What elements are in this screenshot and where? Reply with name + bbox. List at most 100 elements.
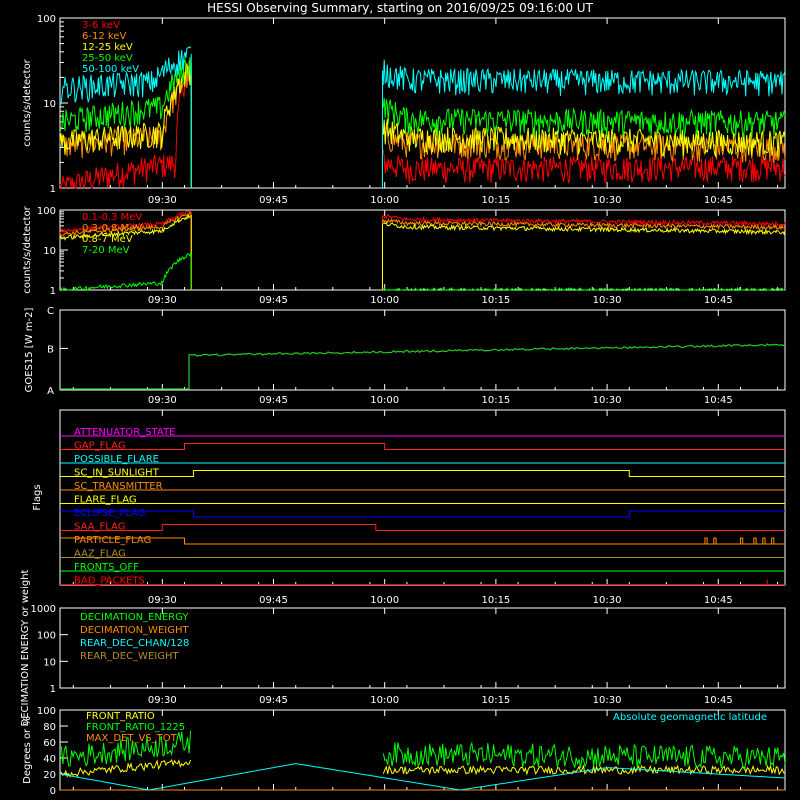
goes-ytick-label: C	[47, 306, 54, 317]
decimation-legend-1: DECIMATION_WEIGHT	[80, 625, 189, 636]
decimation-xtick-label: 10:15	[481, 695, 510, 706]
decimation-frame	[59, 607, 786, 689]
hi_energy-legend-1: 0.3-0.8 MeV	[82, 223, 142, 234]
goes-ylabel: GOES15 [W m-2]	[24, 308, 35, 393]
lo_energy-xtick-label: 09:30	[148, 195, 177, 206]
decimation-legend-2: REAR_DEC_CHAN/128	[80, 638, 189, 649]
ratios-legend-2: MAX_DET_VS_TOT	[86, 733, 178, 744]
hi_energy-legend-2: 0.8-7 MeV	[82, 234, 133, 245]
lo_energy-ytick-label: 1	[50, 184, 56, 195]
ratios-ytick-label: 80	[43, 722, 56, 733]
hi_energy-xtick-label: 09:30	[148, 295, 177, 306]
goes-ytick-label: B	[47, 344, 54, 355]
lo_energy-series-3	[59, 57, 786, 139]
flags-flag-label-6: ECLIPSE_FLAG	[74, 508, 145, 519]
flags-ylabel: Flags	[32, 484, 43, 510]
flags-flag-label-3: SC_IN_SUNLIGHT	[74, 468, 160, 479]
decimation-xtick-label: 10:00	[370, 695, 399, 706]
ratios-series-0	[59, 758, 786, 778]
lo_energy-ylabel: counts/s/detector	[22, 58, 33, 146]
flags-flag-label-4: SC_TRANSMITTER	[74, 481, 163, 492]
ratios-ytick-label: 60	[43, 738, 56, 749]
hi_energy-ytick-label: 10	[43, 246, 56, 257]
hi_energy-xtick-label: 10:30	[593, 295, 622, 306]
flags-flag-line-7	[60, 524, 785, 531]
ratios-ytick-label: 40	[43, 754, 56, 765]
goes-frame	[59, 309, 786, 391]
lo_energy-ytick-label: 100	[37, 14, 56, 25]
flags-xtick-label: 10:00	[370, 595, 399, 606]
flags-particle-blip	[771, 537, 775, 544]
flags-flag-line-1	[60, 443, 785, 450]
goes-xtick-label: 10:30	[593, 395, 622, 406]
lo_energy-series-0	[59, 59, 786, 190]
decimation-ylabel: DECIMATION ENERGY or weight	[20, 569, 31, 726]
lo_energy-series-4	[59, 46, 786, 106]
figure-title: HESSI Observing Summary, starting on 201…	[207, 1, 593, 15]
flags-particle-blip	[713, 537, 717, 544]
goes-xtick-label: 09:45	[259, 395, 288, 406]
ratios-ylabel: Degrees or %	[22, 716, 33, 784]
panels: 09:30 09:45 10:00 10:15 10:30 10:45110100coun…	[20, 14, 786, 797]
hi_energy-ylabel: counts/s/detector	[22, 205, 33, 293]
hi_energy-ytick-label: 100	[37, 206, 56, 217]
hi_energy-xtick-label: 10:00	[370, 295, 399, 306]
decimation-ytick-label: 100	[37, 631, 56, 642]
ratios-annotation: Absolute geomagnetic latitude	[613, 712, 767, 723]
hi_energy-legend-3: 7-20 MeV	[82, 245, 130, 256]
lo_energy-xtick-label: 10:15	[481, 195, 510, 206]
lo_energy-xtick-label: 10:00	[370, 195, 399, 206]
ratios-ytick-label: 100	[37, 706, 56, 717]
flags-flag-line-8	[60, 537, 785, 545]
hi_energy-series-3	[59, 252, 786, 292]
lo_energy-series-2	[59, 62, 786, 158]
ratios-legend-1: FRONT_RATIO_1225	[86, 722, 185, 733]
flags-particle-blip	[753, 537, 757, 544]
decimation-legend-0: DECIMATION_ENERGY	[80, 612, 189, 623]
goes-ytick-label: A	[47, 386, 54, 397]
lo_energy-xtick-label: 09:45	[259, 195, 288, 206]
lo_energy-xtick-label: 10:30	[593, 195, 622, 206]
goes-xtick-label: 10:00	[370, 395, 399, 406]
decimation-xtick-label: 10:45	[704, 695, 733, 706]
ratios-series-3	[59, 763, 786, 791]
decimation-ytick-label: 1000	[31, 604, 56, 615]
lo_energy-ytick-label: 10	[43, 99, 56, 110]
decimation-xtick-label: 10:30	[593, 695, 622, 706]
hi_energy-xtick-label: 09:45	[259, 295, 288, 306]
flags-particle-blip	[704, 537, 708, 544]
flags-xtick-label: 10:30	[593, 595, 622, 606]
decimation-ytick-label: 10	[43, 657, 56, 668]
flags-flag-line-3	[60, 470, 785, 477]
lo_energy-legend-2: 12-25 keV	[82, 42, 133, 53]
decimation-legend-3: REAR_DEC_WEIGHT	[80, 651, 179, 662]
lo_energy-xtick-label: 10:45	[704, 195, 733, 206]
hi_energy-series-2	[59, 212, 786, 241]
decimation-xtick-label: 09:45	[259, 695, 288, 706]
hi_energy-xtick-label: 10:15	[481, 295, 510, 306]
ratios-ytick-label: 20	[43, 770, 56, 781]
goes-xtick-label: 10:15	[481, 395, 510, 406]
hi_energy-series-0	[59, 210, 786, 235]
goes-xtick-label: 09:30	[148, 395, 177, 406]
flags-xtick-label: 09:45	[259, 595, 288, 606]
flags-flag-line-6	[60, 510, 785, 518]
ratios-ytick-label: 0	[50, 786, 56, 797]
hi_energy-ytick-label: 1	[50, 286, 56, 297]
flags-particle-blip	[740, 537, 744, 544]
flags-flag-label-0: ATTENUATOR_STATE	[74, 427, 175, 438]
flags-flag-label-10: FRONTS_OFF	[74, 562, 139, 573]
flags-xtick-label: 09:30	[148, 595, 177, 606]
lo_energy-legend-0: 3-6 keV	[82, 20, 120, 31]
goes-xtick-label: 10:45	[704, 395, 733, 406]
flags-flag-label-7: SAA_FLAG	[74, 522, 125, 533]
flags-particle-blip	[762, 537, 766, 544]
lo_energy-legend-3: 25-50 keV	[82, 53, 133, 64]
ratios-legend-0: FRONT_RATIO	[86, 711, 155, 722]
ratios-series-1	[59, 731, 786, 771]
hi_energy-series-1	[59, 211, 786, 238]
hi_energy-legend-0: 0.1-0.3 MeV	[82, 212, 142, 223]
decimation-ytick-label: 1	[50, 684, 56, 695]
flags-flag-label-2: POSSIBLE_FLARE	[74, 454, 159, 465]
